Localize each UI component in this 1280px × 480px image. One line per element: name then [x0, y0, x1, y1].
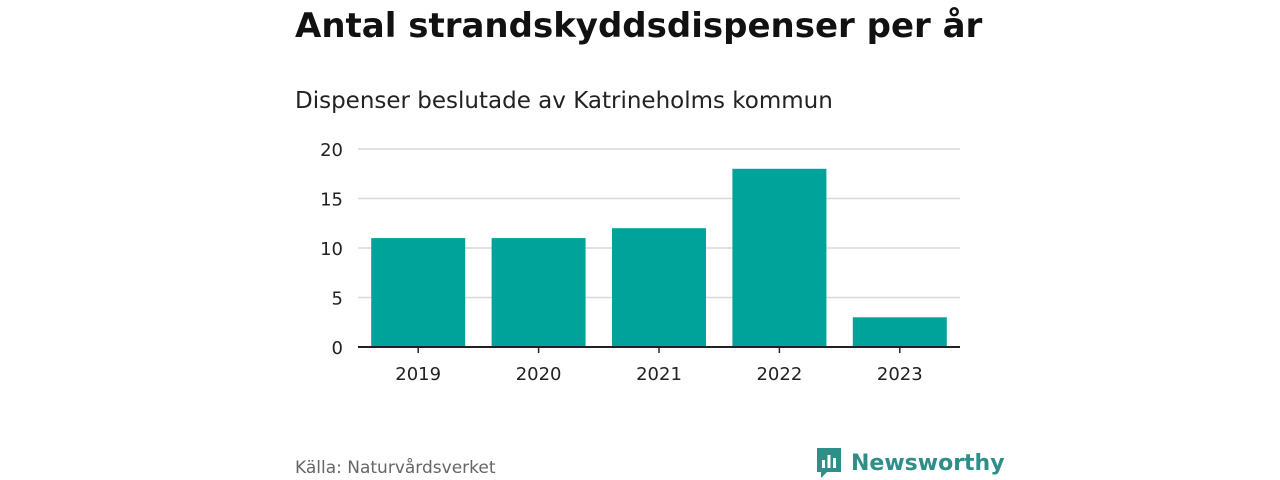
x-tick-label: 2020: [516, 364, 562, 385]
y-tick-labels: 0 5 10 15 20: [320, 140, 343, 359]
x-tick-label: 2019: [395, 364, 441, 385]
source-note: Källa: Naturvårdsverket: [295, 458, 496, 478]
x-tick-label: 2023: [877, 364, 923, 385]
bar-2023: [852, 317, 947, 347]
y-tick-label: 10: [320, 239, 343, 260]
x-tick-label: 2022: [756, 364, 802, 385]
bar-2019: [371, 238, 466, 347]
bar-2020: [491, 238, 586, 347]
y-tick-label: 0: [332, 338, 343, 359]
y-tick-label: 15: [320, 190, 343, 211]
x-tick-labels: 2019 2020 2021 2022 2023: [395, 347, 923, 385]
bar-chart: 0 5 10 15 20 2019 2020 2021 2022 2023: [320, 140, 960, 385]
bar-2022: [732, 168, 827, 347]
brand-name: Newsworthy: [851, 450, 1005, 476]
bar-chart-logo-icon: [817, 448, 841, 478]
brand-logo[interactable]: Newsworthy: [815, 446, 1005, 480]
x-tick-label: 2021: [636, 364, 682, 385]
y-tick-label: 20: [320, 140, 343, 161]
chart-subtitle: Dispenser beslutade av Katrineholms komm…: [295, 88, 833, 114]
bar-2021: [612, 228, 706, 347]
chart-title: Antal strandskyddsdispenser per år: [295, 6, 983, 46]
bars: [371, 168, 947, 347]
y-tick-label: 5: [332, 289, 343, 310]
